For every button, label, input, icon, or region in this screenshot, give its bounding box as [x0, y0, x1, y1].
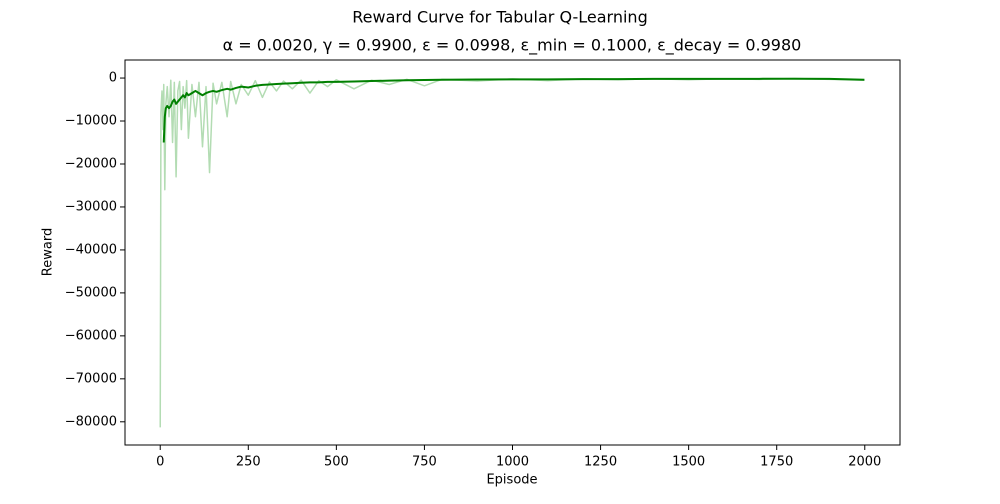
series-line: [162, 77, 865, 143]
x-tick-label: 750: [412, 455, 437, 470]
y-axis-label: Reward: [41, 228, 56, 276]
x-tick-label: 0: [156, 455, 164, 470]
y-tick-label: −40000: [65, 242, 117, 257]
y-tick-label: −70000: [65, 371, 117, 386]
y-tick-label: −50000: [65, 285, 117, 300]
x-axis-label: Episode: [486, 473, 537, 488]
x-tick-label: 1500: [672, 455, 705, 470]
x-tick-label: 1250: [584, 455, 617, 470]
x-tick-label: 500: [324, 455, 349, 470]
x-tick-label: 1000: [496, 455, 529, 470]
y-tick-label: −20000: [65, 156, 117, 171]
y-tick-label: −80000: [65, 414, 117, 429]
x-tick-label: 2000: [848, 455, 881, 470]
chart-subtitle: α = 0.0020, γ = 0.9900, ε = 0.0998, ε_mi…: [223, 36, 802, 56]
y-tick-label: 0: [109, 71, 117, 86]
y-tick-label: −10000: [65, 114, 117, 129]
plot-frame: [124, 59, 901, 446]
x-tick-label: 1750: [760, 455, 793, 470]
chart-title: Reward Curve for Tabular Q-Learning: [352, 8, 647, 27]
y-tick-label: −30000: [65, 199, 117, 214]
y-tick-label: −60000: [65, 328, 117, 343]
x-tick-label: 250: [236, 455, 261, 470]
series-line: [159, 77, 865, 428]
